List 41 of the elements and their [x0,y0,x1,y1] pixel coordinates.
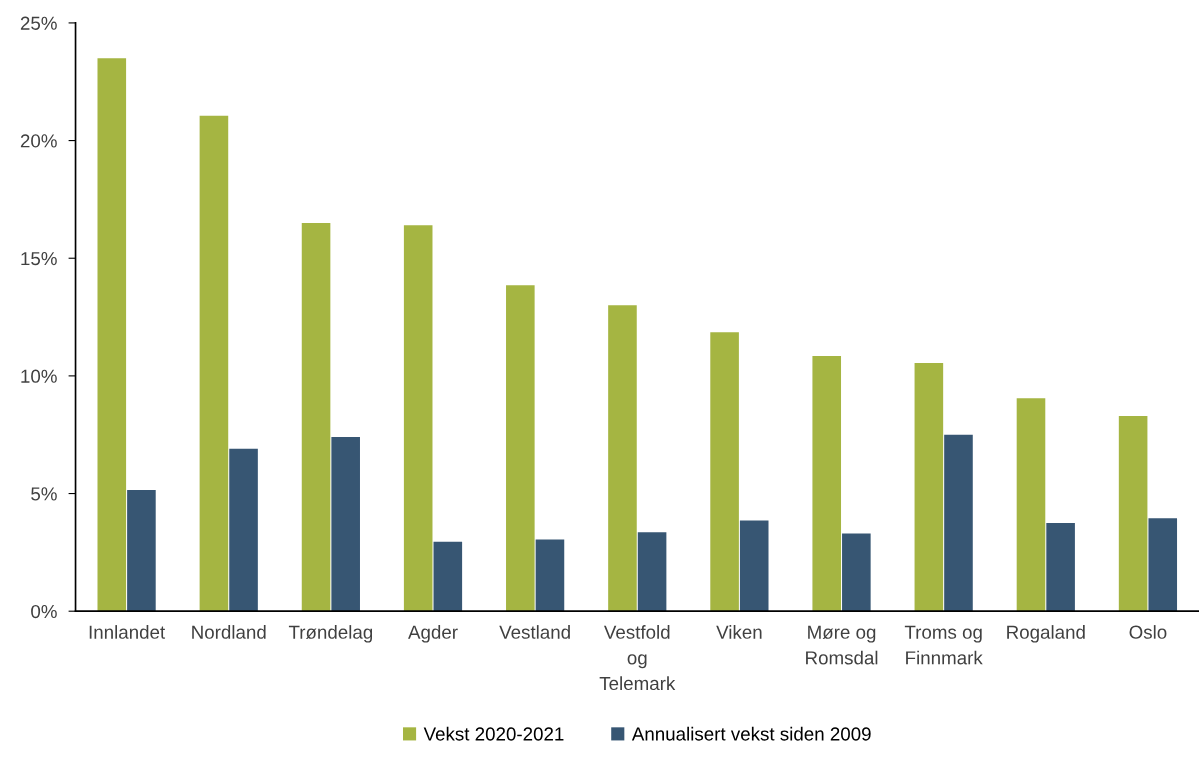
x-tick-label: Innlandet [89,625,166,639]
bar [608,305,637,612]
x-tick-label: Nordland [192,625,266,639]
x-tick-label: Rogaland [1007,625,1085,643]
bar [739,520,769,612]
y-tick-label: 25% [20,16,57,30]
bar [1046,522,1075,612]
bar [331,437,360,612]
bar [1148,518,1178,612]
x-tick-label: Troms og Finnmark [904,625,983,665]
x-tick-label: Trøndelag [288,625,373,643]
bar [710,332,739,612]
legend-label: Vekst 2020-2021 [423,726,564,741]
bar [637,532,667,612]
bar [229,448,258,612]
bar [433,541,463,612]
bar [1118,415,1148,612]
bar [812,355,842,612]
x-tick-label: Agder [408,625,458,643]
bar [127,490,156,612]
bar [301,222,331,612]
x-tick-label: Vestland [499,625,570,639]
y-tick-label: 10% [21,369,57,383]
y-tick-label: 5% [31,487,57,501]
x-tick-label: Møre og Romsdal [806,625,878,665]
bar [506,285,535,612]
y-tick-label: 20% [20,134,57,148]
x-tick-label: Vestfold og Telemark [599,625,676,691]
bar [914,362,944,612]
bar [199,115,229,612]
bar [842,533,871,612]
legend-label: Annualisert vekst siden 2009 [631,726,871,741]
y-tick-label: 0% [31,604,57,619]
bar [944,434,973,612]
bar [97,58,127,612]
bar [403,225,433,612]
y-tick-label: 15% [21,252,57,266]
x-tick-label: Oslo [1129,625,1167,639]
x-tick-label: Viken [716,625,762,639]
bar [1016,398,1046,612]
bar [535,539,565,612]
